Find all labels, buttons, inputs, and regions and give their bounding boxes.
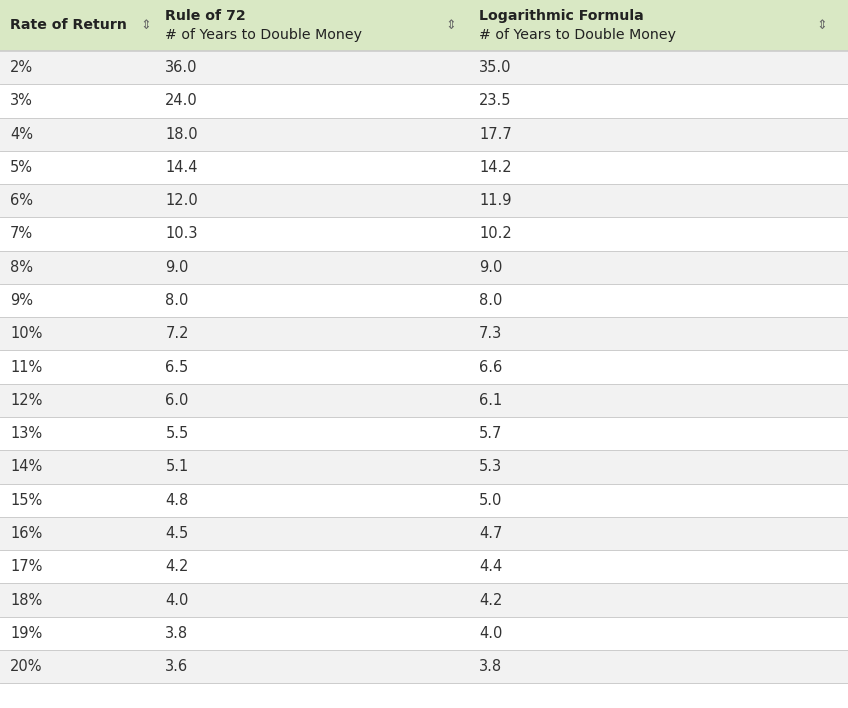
Text: 13%: 13%: [10, 426, 42, 441]
Bar: [0, 51, 848, 84]
Bar: [0, 384, 848, 417]
Text: 4.2: 4.2: [165, 559, 189, 574]
Bar: [0, 650, 848, 683]
Bar: [0, 450, 848, 484]
Text: 5.1: 5.1: [165, 459, 188, 474]
Bar: [0, 118, 848, 151]
Text: 10.2: 10.2: [479, 227, 512, 241]
Text: 12.0: 12.0: [165, 193, 198, 208]
Bar: [0, 583, 848, 617]
Text: 9.0: 9.0: [479, 260, 503, 275]
Text: 5.7: 5.7: [479, 426, 503, 441]
Text: 4.4: 4.4: [479, 559, 502, 574]
Text: 5.0: 5.0: [479, 493, 503, 508]
Text: 5%: 5%: [10, 160, 33, 175]
Text: 14%: 14%: [10, 459, 42, 474]
Text: 18%: 18%: [10, 593, 42, 607]
Text: 23.5: 23.5: [479, 93, 511, 108]
Bar: [0, 617, 848, 650]
Text: 14.4: 14.4: [165, 160, 198, 175]
Text: Rate of Return: Rate of Return: [10, 18, 127, 33]
Bar: [0, 217, 848, 251]
Text: # of Years to Double Money: # of Years to Double Money: [479, 28, 676, 42]
Text: 4.5: 4.5: [165, 526, 188, 541]
Text: # of Years to Double Money: # of Years to Double Money: [165, 28, 362, 42]
Text: 7.3: 7.3: [479, 326, 502, 341]
Text: 3%: 3%: [10, 93, 33, 108]
Text: ⇕: ⇕: [140, 19, 151, 32]
Text: 5.3: 5.3: [479, 459, 502, 474]
Bar: [0, 251, 848, 284]
Text: ⇕: ⇕: [445, 19, 456, 32]
Text: 4%: 4%: [10, 127, 33, 142]
Text: 11%: 11%: [10, 360, 42, 375]
Text: 4.8: 4.8: [165, 493, 188, 508]
Text: ⇕: ⇕: [816, 19, 827, 32]
Bar: [0, 151, 848, 184]
Bar: [0, 0, 848, 51]
Text: 11.9: 11.9: [479, 193, 511, 208]
Text: 6.6: 6.6: [479, 360, 502, 375]
Bar: [0, 517, 848, 550]
Text: 14.2: 14.2: [479, 160, 511, 175]
Text: 36.0: 36.0: [165, 60, 198, 75]
Bar: [0, 84, 848, 118]
Bar: [0, 184, 848, 217]
Text: 4.0: 4.0: [165, 593, 189, 607]
Text: 24.0: 24.0: [165, 93, 198, 108]
Text: 4.7: 4.7: [479, 526, 503, 541]
Text: 8%: 8%: [10, 260, 33, 275]
Bar: [0, 317, 848, 350]
Text: 9%: 9%: [10, 293, 33, 308]
Text: 16%: 16%: [10, 526, 42, 541]
Text: 8.0: 8.0: [479, 293, 503, 308]
Text: Logarithmic Formula: Logarithmic Formula: [479, 8, 644, 23]
Text: 6.5: 6.5: [165, 360, 188, 375]
Text: 7%: 7%: [10, 227, 33, 241]
Text: 3.8: 3.8: [165, 626, 188, 641]
Text: 2%: 2%: [10, 60, 33, 75]
Text: Rule of 72: Rule of 72: [165, 8, 246, 23]
Text: 4.0: 4.0: [479, 626, 503, 641]
Text: 18.0: 18.0: [165, 127, 198, 142]
Text: 5.5: 5.5: [165, 426, 188, 441]
Text: 7.2: 7.2: [165, 326, 189, 341]
Bar: [0, 550, 848, 583]
Bar: [0, 350, 848, 384]
Text: 6.1: 6.1: [479, 393, 502, 408]
Text: 3.8: 3.8: [479, 659, 502, 674]
Bar: [0, 484, 848, 517]
Bar: [0, 417, 848, 450]
Text: 4.2: 4.2: [479, 593, 503, 607]
Text: 10.3: 10.3: [165, 227, 198, 241]
Text: 17%: 17%: [10, 559, 42, 574]
Text: 6%: 6%: [10, 193, 33, 208]
Bar: [0, 284, 848, 317]
Text: 35.0: 35.0: [479, 60, 511, 75]
Text: 20%: 20%: [10, 659, 42, 674]
Text: 9.0: 9.0: [165, 260, 189, 275]
Text: 15%: 15%: [10, 493, 42, 508]
Text: 8.0: 8.0: [165, 293, 189, 308]
Text: 17.7: 17.7: [479, 127, 512, 142]
Text: 6.0: 6.0: [165, 393, 189, 408]
Text: 10%: 10%: [10, 326, 42, 341]
Text: 3.6: 3.6: [165, 659, 188, 674]
Text: 12%: 12%: [10, 393, 42, 408]
Text: 19%: 19%: [10, 626, 42, 641]
